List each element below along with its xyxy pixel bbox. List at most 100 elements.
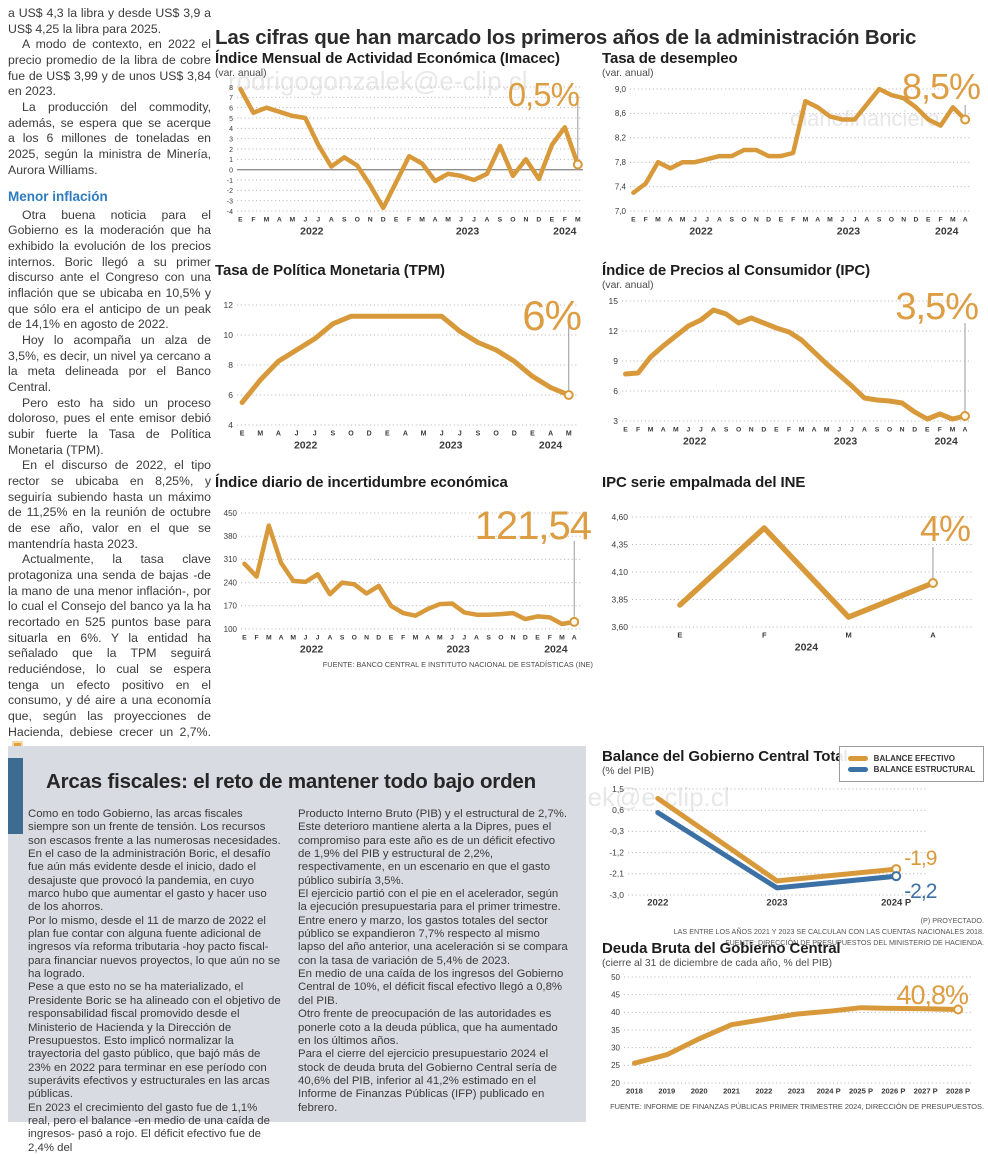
svg-text:J: J — [313, 431, 317, 438]
svg-text:M: M — [290, 217, 296, 224]
fiscal-paragraph: Otro frente de preocupación de las autor… — [298, 1008, 558, 1047]
svg-text:J: J — [840, 217, 844, 224]
chart-canvas-desempleo: 9,08,68,27,87,47,0E F M A M J J A S O N D E F M A M J J A S O… — [615, 85, 972, 238]
tpm-latest-value: 6% — [522, 292, 582, 339]
chart-footnote: (P) PROYECTADO. — [920, 916, 984, 925]
balance-notes: (P) PROYECTADO. LAS ENTRE LOS AÑOS 2021 Y… — [602, 915, 984, 948]
svg-text:E: E — [779, 217, 784, 224]
svg-text:A: A — [812, 427, 817, 434]
svg-text:D: D — [761, 427, 766, 434]
svg-text:2023: 2023 — [456, 226, 480, 238]
estructural-swatch-icon — [847, 767, 868, 772]
svg-text:6: 6 — [229, 105, 233, 112]
svg-text:2022: 2022 — [647, 898, 668, 909]
svg-text:1,5: 1,5 — [612, 784, 624, 794]
svg-text:J: J — [458, 431, 462, 438]
chart-canvas-ipc_ine: 4,60 4,35 4,10 3,85 3,60 E F M A 2024 — [611, 512, 974, 654]
svg-text:E: E — [774, 427, 779, 434]
svg-text:A: A — [327, 635, 332, 642]
svg-text:J: J — [295, 431, 299, 438]
svg-text:A: A — [717, 217, 722, 224]
svg-text:3,85: 3,85 — [611, 594, 628, 604]
svg-text:25: 25 — [611, 1061, 620, 1070]
svg-text:O: O — [510, 217, 515, 224]
imacec-latest-value: 0,5% — [507, 76, 580, 113]
svg-text:2024: 2024 — [795, 642, 819, 654]
svg-text:A: A — [279, 635, 284, 642]
svg-text:12: 12 — [224, 300, 234, 310]
svg-text:6: 6 — [613, 386, 618, 396]
svg-text:J: J — [705, 217, 709, 224]
svg-text:M: M — [264, 217, 270, 224]
svg-text:M: M — [950, 217, 956, 224]
svg-text:2022: 2022 — [294, 440, 318, 452]
svg-text:D: D — [367, 431, 372, 438]
svg-text:F: F — [548, 635, 552, 642]
tpm-plot: 12 10 8 6 4 E M A J J S O D E A M J J S O D E A M 2022 2023 2024 — [215, 297, 593, 453]
svg-text:F: F — [939, 217, 943, 224]
fiscal-paragraph: En medio de una caída de los ingresos de… — [298, 968, 564, 1007]
svg-text:450: 450 — [224, 509, 238, 518]
svg-text:2022: 2022 — [689, 226, 713, 238]
legend-item-estructural: BALANCE ESTRUCTURAL — [847, 765, 975, 774]
chart-title: Tasa de Política Monetaria (TPM) — [215, 262, 445, 279]
svg-text:3,60: 3,60 — [611, 622, 628, 632]
article-body: a US$ 4,3 la libra y desde US$ 3,9 a US$… — [8, 6, 211, 756]
svg-text:E: E — [535, 635, 540, 642]
svg-text:E: E — [394, 217, 399, 224]
svg-text:A: A — [276, 431, 281, 438]
svg-text:E: E — [631, 217, 636, 224]
svg-text:310: 310 — [224, 555, 238, 564]
svg-text:D: D — [914, 217, 919, 224]
svg-text:2024: 2024 — [935, 226, 959, 238]
svg-text:O: O — [352, 635, 357, 642]
ipc-latest-value: 3,5% — [895, 286, 979, 328]
svg-text:F: F — [938, 427, 942, 434]
svg-text:E: E — [240, 431, 245, 438]
svg-text:A: A — [815, 217, 820, 224]
fiscal-section-title: Arcas fiscales: el reto de mantener todo… — [46, 770, 536, 793]
svg-text:D: D — [523, 635, 528, 642]
svg-text:7: 7 — [229, 95, 233, 102]
svg-text:2024: 2024 — [553, 226, 577, 238]
chart-subtitle: (var. anual) — [215, 68, 267, 79]
chart-ipc-ine: IPC serie empalmada del INE 4,60 4,35 4,10… — [602, 474, 984, 657]
chart-deuda: Deuda Bruta del Gobierno Central (cierre… — [602, 940, 984, 1111]
svg-text:7,0: 7,0 — [615, 207, 627, 216]
svg-text:9,0: 9,0 — [615, 85, 627, 94]
svg-text:4,35: 4,35 — [611, 539, 628, 549]
svg-text:-2,1: -2,1 — [609, 869, 624, 879]
svg-text:-3,0: -3,0 — [609, 890, 624, 900]
svg-text:2025 P: 2025 P — [849, 1087, 873, 1096]
deuda-plot: 50 45 40 35 30 25 20 2018 2019 2020 2021 2022 2023 20… — [602, 971, 984, 1099]
balance-plot: 1,5 0,6 -0,3 -1,2 -2,1 -3,0 2022 2023 2024 P -1,9… — [602, 781, 984, 913]
svg-text:4: 4 — [228, 420, 233, 430]
svg-text:F: F — [407, 217, 411, 224]
chart-title: Índice Mensual de Actividad Económica (I… — [215, 50, 560, 67]
svg-text:9: 9 — [613, 356, 618, 366]
svg-text:E: E — [677, 631, 682, 640]
chart-footnote: FUENTE: DIRECCIÓN DE PRESUPUESTOS DEL MI… — [725, 938, 984, 948]
legend-item-efectivo: BALANCE EFECTIVO — [847, 754, 975, 763]
svg-text:J: J — [693, 217, 697, 224]
chart-desempleo: Tasa de desempleo (var. anual) 9,0 8,6 8,2… — [602, 50, 984, 239]
article-paragraph: Otra buena noticia para el Gobierno es l… — [8, 207, 211, 332]
svg-text:2022: 2022 — [683, 436, 707, 448]
svg-text:F: F — [251, 217, 255, 224]
svg-text:N: N — [364, 635, 369, 642]
fiscal-section: Arcas fiscales: el reto de mantener todo… — [8, 746, 586, 1154]
svg-text:D: D — [376, 635, 381, 642]
svg-text:7,8: 7,8 — [615, 158, 627, 167]
svg-text:-1: -1 — [227, 178, 233, 185]
svg-text:A: A — [963, 217, 968, 224]
svg-text:E: E — [925, 427, 930, 434]
ipc-plot: 15 12 9 6 3 E F M A M J J A S O N D E F M A M J J A S O N D E F M A 2022 2… — [602, 293, 984, 449]
svg-text:S: S — [340, 635, 345, 642]
svg-text:0,6: 0,6 — [612, 805, 624, 815]
svg-text:S: S — [486, 635, 491, 642]
svg-text:2023: 2023 — [834, 436, 858, 448]
svg-text:8,6: 8,6 — [615, 109, 627, 118]
svg-text:D: D — [766, 217, 771, 224]
chart-source: FUENTE: BANCO CENTRAL E INSTITUTO NACION… — [322, 660, 593, 669]
